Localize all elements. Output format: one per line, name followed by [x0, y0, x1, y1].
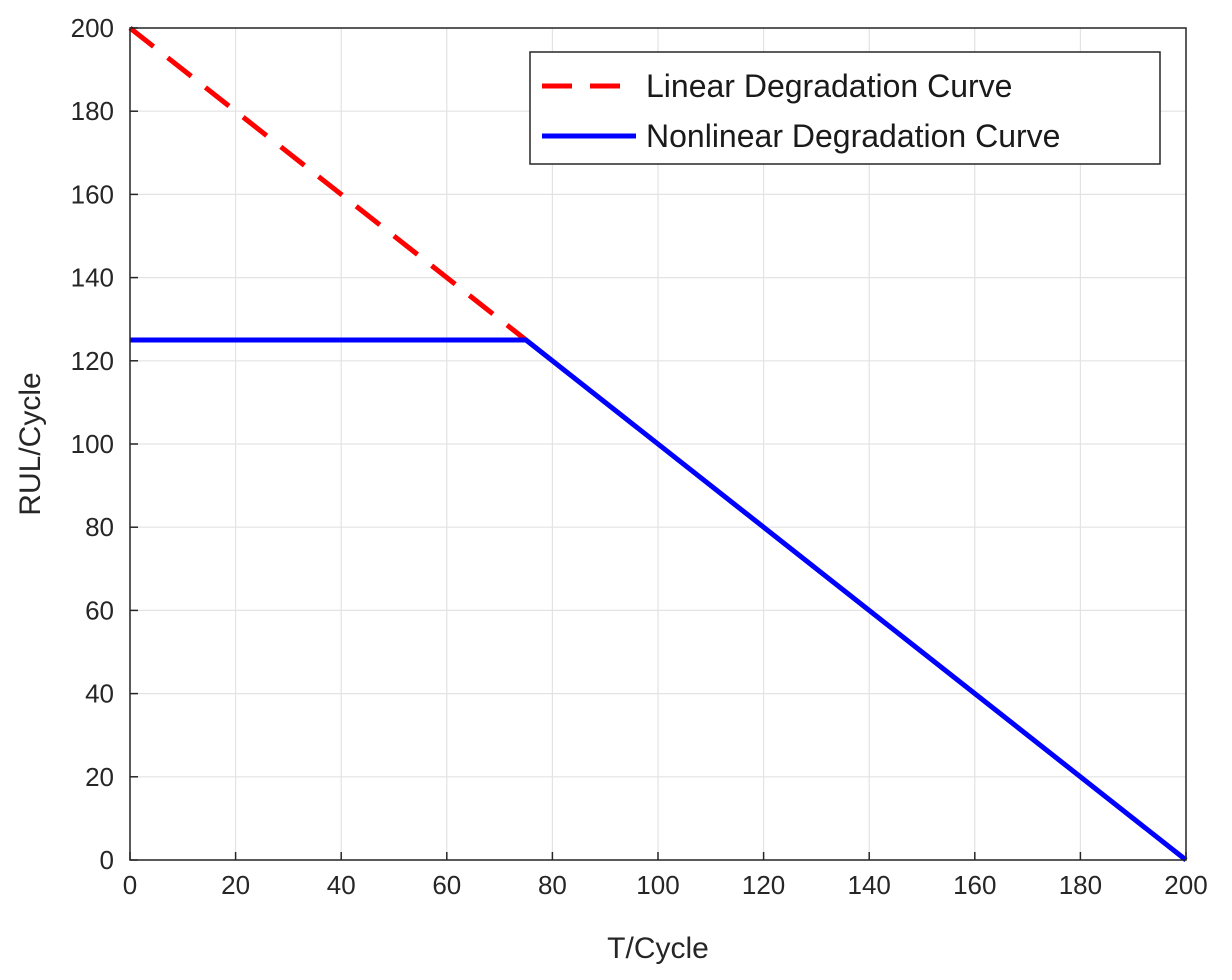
x-tick-label: 140 — [848, 870, 891, 900]
legend: Linear Degradation Curve Nonlinear Degra… — [529, 51, 1161, 165]
x-tick-label: 20 — [221, 870, 250, 900]
y-tick-label: 180 — [71, 96, 114, 126]
x-tick-label: 160 — [953, 870, 996, 900]
nonlinear-degradation-line — [130, 337, 1188, 862]
legend-label-nonlinear: Nonlinear Degradation Curve — [646, 118, 1060, 154]
x-tick-label: 120 — [742, 870, 785, 900]
series-layer — [128, 26, 1188, 862]
x-tick-label: 180 — [1059, 870, 1102, 900]
y-tick-label: 140 — [71, 263, 114, 293]
x-tick-label: 80 — [538, 870, 567, 900]
y-tick-labels: 0 20 40 60 80 100 120 140 160 180 200 — [71, 13, 138, 875]
x-axis-label: T/Cycle — [607, 932, 709, 965]
y-tick-label: 120 — [71, 346, 114, 376]
x-tick-label: 40 — [327, 870, 356, 900]
linear-degradation-line — [128, 26, 528, 342]
x-tick-label: 100 — [636, 870, 679, 900]
y-tick-label: 100 — [71, 429, 114, 459]
y-tick-label: 40 — [85, 679, 114, 709]
y-tick-label: 0 — [100, 845, 114, 875]
x-tick-label: 200 — [1164, 870, 1207, 900]
x-tick-label: 60 — [432, 870, 461, 900]
y-tick-label: 20 — [85, 762, 114, 792]
legend-label-linear: Linear Degradation Curve — [646, 68, 1012, 104]
legend-box — [529, 51, 1161, 165]
y-tick-label: 80 — [85, 512, 114, 542]
y-tick-label: 60 — [85, 595, 114, 625]
y-tick-label: 200 — [71, 13, 114, 43]
y-axis-label: RUL/Cycle — [14, 372, 47, 515]
x-tick-labels: 0 20 40 60 80 100 120 140 160 180 200 — [123, 852, 1208, 900]
y-tick-label: 160 — [71, 179, 114, 209]
x-tick-label: 0 — [123, 870, 137, 900]
